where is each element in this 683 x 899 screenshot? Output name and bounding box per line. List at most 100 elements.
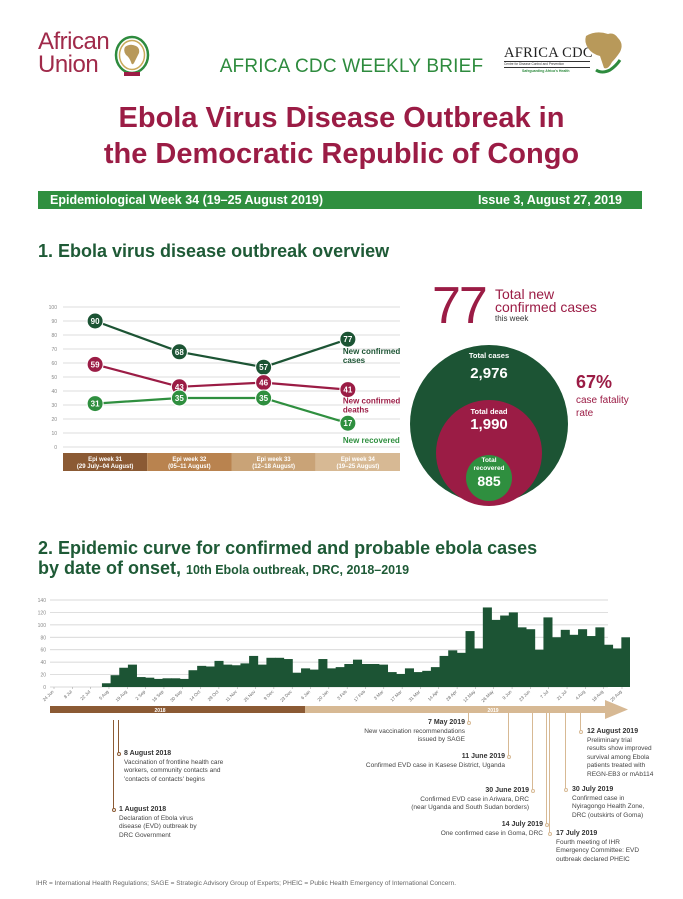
data-label: 35 bbox=[175, 394, 184, 403]
x-tick-label: 2 Sep bbox=[134, 689, 146, 701]
x-tick-label: 12 May bbox=[462, 689, 477, 704]
x-tick-label: 25 Nov bbox=[243, 689, 257, 703]
footnote: IHR = International Health Regulations; … bbox=[36, 880, 457, 887]
data-label: 31 bbox=[91, 400, 100, 409]
y-tick-label: 140 bbox=[38, 598, 47, 604]
epi-bar bbox=[612, 648, 622, 687]
x-category-sublabel: (29 July–04 August) bbox=[77, 464, 133, 470]
y-tick-label: 50 bbox=[51, 375, 57, 381]
x-tick-label: 31 Mar bbox=[408, 689, 422, 703]
timeline-event: 17 July 2019 Fourth meeting of IHR Emergen… bbox=[556, 830, 639, 864]
x-tick-label: 21 Jul bbox=[556, 689, 568, 701]
epi-bar bbox=[430, 667, 440, 687]
x-tick-label: 14 Apr bbox=[427, 689, 440, 702]
y-tick-label: 80 bbox=[51, 333, 57, 339]
epi-bar bbox=[249, 655, 259, 687]
y-tick-label: 60 bbox=[40, 648, 46, 654]
epi-bar bbox=[361, 664, 371, 687]
y-tick-label: 90 bbox=[51, 319, 57, 325]
epi-bar bbox=[604, 644, 614, 687]
x-tick-label: 17 Mar bbox=[389, 689, 403, 703]
section2-title-line1: 2. Epidemic curve for confirmed and prob… bbox=[38, 538, 538, 558]
timeline-event-text: Emergency Committee: EVD bbox=[556, 847, 640, 854]
timeline-event: 14 July 2019 One confirmed case in Goma, … bbox=[380, 821, 543, 838]
section2-subtitle: 10th Ebola outbreak, DRC, 2018–2019 bbox=[186, 563, 410, 577]
section2-title-line2: by date of onset, 10th Ebola outbreak, D… bbox=[38, 558, 537, 580]
timeline-event: 11 June 2019 Confirmed EVD case in Kasese… bbox=[300, 753, 505, 770]
data-label: 41 bbox=[343, 386, 352, 395]
timeline-event: 30 June 2019 Confirmed EVD case in Ariwar… bbox=[340, 787, 529, 813]
cfr-value: 67% bbox=[576, 372, 613, 392]
timeline-event-text: Declaration of Ebola virus bbox=[119, 814, 194, 822]
x-tick-label: 7 Jul bbox=[539, 689, 549, 699]
data-label: 35 bbox=[259, 394, 268, 403]
epi-bar bbox=[439, 655, 449, 687]
x-category-sublabel: (12–18 August) bbox=[252, 464, 295, 470]
epi-bar bbox=[465, 631, 475, 687]
timeline-year-label: 2019 bbox=[487, 708, 498, 714]
epi-bar bbox=[448, 650, 458, 687]
series-line bbox=[95, 396, 349, 425]
main-title-line1: Ebola Virus Disease Outbreak in bbox=[118, 102, 565, 134]
timeline-event: 7 May 2019 New vaccination recommendation… bbox=[320, 719, 465, 745]
y-tick-label: 40 bbox=[40, 660, 46, 666]
timeline-connector bbox=[113, 720, 114, 810]
x-tick-label: 18 Aug bbox=[591, 689, 605, 703]
epi-bar bbox=[396, 673, 406, 687]
data-label: 77 bbox=[343, 335, 352, 344]
series-legend-label: cases bbox=[343, 356, 366, 365]
y-tick-label: 0 bbox=[54, 445, 57, 451]
africa-cdc-logo: AFRICA CDC Centre for Disease Control an… bbox=[504, 46, 604, 74]
epi-bar bbox=[508, 612, 518, 687]
data-point bbox=[170, 389, 188, 407]
total-dead-label: Total dead bbox=[470, 407, 508, 416]
series-legend-label: deaths bbox=[343, 406, 369, 415]
x-tick-label: 14 Oct bbox=[188, 689, 201, 702]
total-recovered-block: Total recovered 885 bbox=[466, 457, 512, 489]
x-tick-label: 22 Jul bbox=[79, 689, 91, 701]
y-tick-label: 0 bbox=[43, 685, 46, 691]
x-tick-label: 23 Jun bbox=[518, 689, 531, 702]
epi-bar bbox=[162, 678, 172, 687]
timeline-connector bbox=[565, 713, 566, 790]
timeline-connector bbox=[532, 713, 533, 791]
epi-bar bbox=[283, 659, 293, 687]
y-tick-label: 120 bbox=[38, 610, 47, 616]
category-band bbox=[147, 453, 232, 471]
y-tick-label: 30 bbox=[51, 403, 57, 409]
x-tick-label: 4 Aug bbox=[574, 689, 586, 701]
x-tick-label: 28 Oct bbox=[207, 689, 220, 702]
epi-bar bbox=[482, 607, 492, 687]
series-line bbox=[94, 319, 349, 369]
main-title-line2: the Democratic Republic of Congo bbox=[103, 138, 580, 170]
big-number-label: Total new confirmed cases this week bbox=[495, 287, 597, 323]
x-tick-label: 17 Feb bbox=[353, 689, 367, 703]
timeline-connector bbox=[118, 720, 119, 754]
epi-bar bbox=[275, 657, 285, 687]
timeline-event-text: Nyiragongo Health Zone, bbox=[572, 803, 645, 810]
timeline-event-text: workers, community contacts and bbox=[124, 767, 221, 774]
x-tick-label: 8 Jul bbox=[63, 689, 73, 699]
epi-bar bbox=[352, 659, 363, 687]
x-tick-label: 5 Aug bbox=[98, 689, 110, 701]
big-number: 77 bbox=[432, 277, 488, 335]
total-recovered-label1: Total bbox=[481, 457, 497, 464]
epi-bar bbox=[552, 637, 562, 687]
week-label: Epidemiological Week 34 (19–25 August 20… bbox=[50, 193, 324, 207]
timeline-event-text: Confirmed EVD case in Ariwara, DRC bbox=[420, 795, 529, 803]
timeline-dot bbox=[506, 755, 511, 759]
y-tick-label: 20 bbox=[51, 417, 57, 423]
timeline-event-date: 14 July 2019 bbox=[501, 821, 543, 828]
timeline-dot bbox=[547, 832, 552, 836]
y-tick-label: 100 bbox=[49, 305, 58, 311]
cdc-logo-subtitle: Centre for Disease Control and Preventio… bbox=[504, 61, 590, 68]
timeline-event-date: 17 July 2019 bbox=[556, 830, 598, 837]
total-dead-value: 1,990 bbox=[470, 416, 508, 433]
timeline-event-date: 11 June 2019 bbox=[461, 753, 505, 760]
x-tick-label: 9 Dec bbox=[263, 689, 275, 701]
data-point bbox=[255, 389, 273, 407]
epi-bar bbox=[526, 629, 536, 687]
timeline-event-text: outbreak declared PHEIC bbox=[556, 855, 630, 863]
y-tick-label: 20 bbox=[40, 673, 46, 679]
